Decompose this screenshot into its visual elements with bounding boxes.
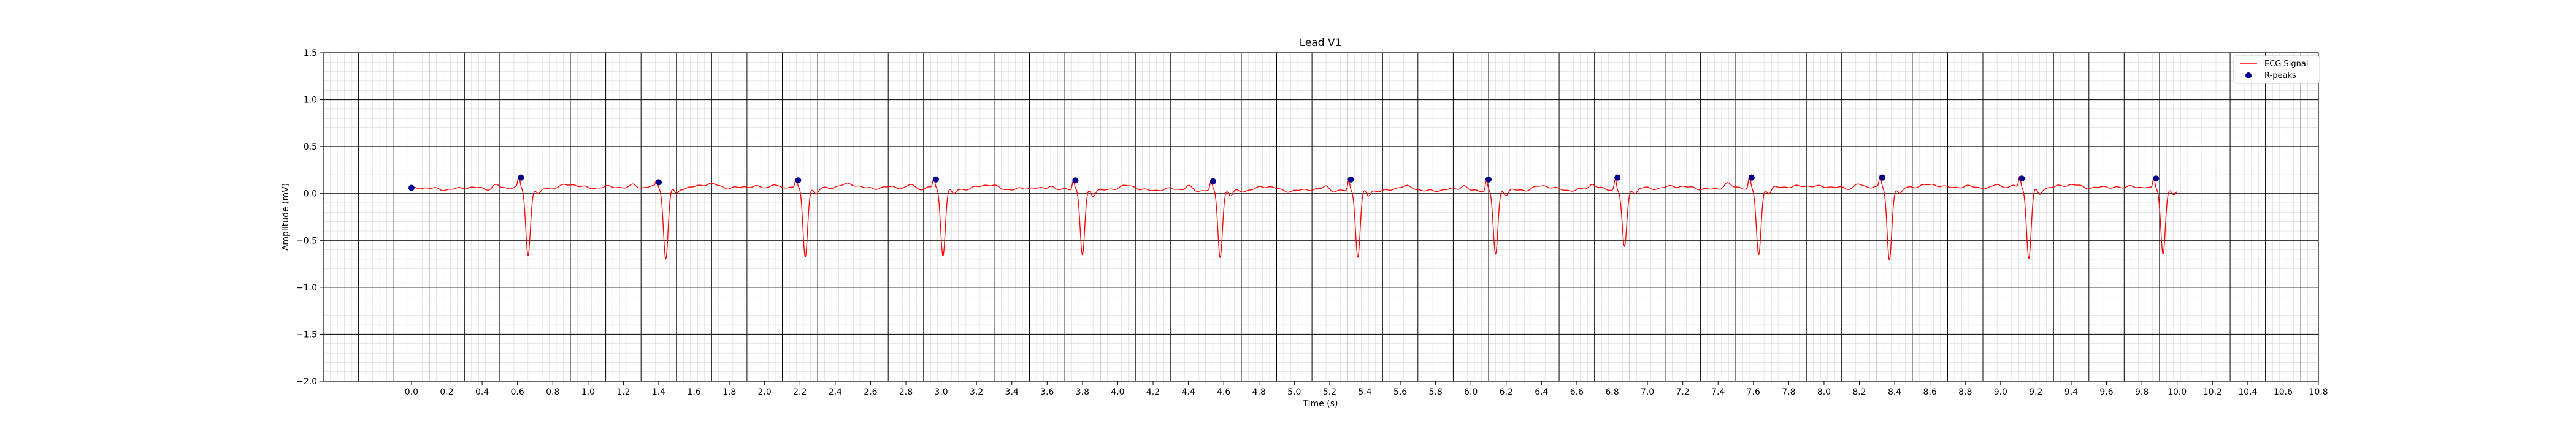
r-peak-marker (408, 184, 415, 191)
x-tick-label: 6.8 (1605, 387, 1619, 397)
r-peak-marker (1209, 178, 1216, 184)
y-tick-label: −1.0 (296, 283, 317, 293)
x-tick-label: 8.2 (1852, 387, 1866, 397)
x-tick-label: 4.0 (1111, 387, 1124, 397)
x-tick-label: 4.6 (1217, 387, 1230, 397)
r-peak-marker (1879, 174, 1885, 181)
y-tick-label: 0.0 (304, 189, 317, 199)
r-peak-marker (795, 177, 802, 184)
x-tick-label: 7.0 (1641, 387, 1654, 397)
r-peak-marker (2018, 175, 2025, 182)
x-tick-label: 0.2 (440, 387, 453, 397)
r-peak-marker (1614, 174, 1621, 181)
legend: ECG Signal R-peaks (2233, 55, 2320, 84)
x-tick-label: 10.4 (2238, 387, 2257, 397)
x-tick-label: 6.2 (1500, 387, 1513, 397)
x-tick-label: 0.4 (475, 387, 489, 397)
x-tick-label: 2.8 (899, 387, 913, 397)
x-tick-label: 10.0 (2168, 387, 2187, 397)
x-tick-label: 1.0 (581, 387, 595, 397)
y-tick-label: −2.0 (296, 377, 317, 387)
x-tick-label: 6.0 (1464, 387, 1478, 397)
y-tick-label: 1.0 (304, 96, 317, 105)
x-tick-label: 2.6 (864, 387, 877, 397)
r-peak-marker (2153, 175, 2160, 182)
x-tick-label: 5.2 (1323, 387, 1336, 397)
x-tick-label: 5.0 (1287, 387, 1301, 397)
x-tick-label: 9.8 (2135, 387, 2149, 397)
x-tick-label: 7.8 (1782, 387, 1795, 397)
r-peak-marker (1748, 174, 1755, 181)
x-axis-ticks: 0.0 0.2 0.4 0.6 0.8 1.0 1.2 1.4 1.6 1.8 2.0 2.2 2.4 2… (405, 381, 2328, 397)
r-peak-marker (1072, 177, 1079, 184)
legend-rpeaks-label: R-peaks (2264, 71, 2296, 80)
x-tick-label: 3.2 (970, 387, 983, 397)
x-tick-label: 0.6 (511, 387, 524, 397)
x-tick-label: 1.6 (687, 387, 700, 397)
y-axis-ticks: 1.5 1.0 0.5 0.0 −0.5 −1.0 −1.5 −2.0 (296, 48, 323, 387)
legend-ecg-label: ECG Signal (2264, 59, 2308, 69)
r-peak-marker (655, 179, 662, 186)
x-tick-label: 10.6 (2274, 387, 2293, 397)
r-peak-marker (932, 176, 939, 183)
x-tick-label: 4.4 (1181, 387, 1195, 397)
x-tick-label: 7.6 (1747, 387, 1760, 397)
x-tick-label: 1.2 (616, 387, 630, 397)
x-tick-label: 8.4 (1888, 387, 1901, 397)
x-tick-label: 9.6 (2099, 387, 2113, 397)
x-tick-label: 1.8 (723, 387, 736, 397)
x-tick-label: 7.2 (1676, 387, 1690, 397)
x-tick-label: 1.4 (652, 387, 665, 397)
legend-rpeaks-marker (2245, 72, 2252, 78)
x-tick-label: 8.8 (1958, 387, 1972, 397)
x-tick-label: 5.6 (1393, 387, 1407, 397)
y-axis-label: Amplitude (mV) (281, 183, 291, 251)
grid-major (323, 52, 2318, 382)
r-peak-marker (518, 174, 524, 181)
y-tick-label: 1.5 (304, 48, 317, 58)
x-tick-label: 2.2 (793, 387, 807, 397)
x-tick-label: 7.4 (1711, 387, 1725, 397)
series-ecg-signal (411, 175, 2177, 261)
x-tick-label: 3.6 (1040, 387, 1054, 397)
x-tick-label: 5.4 (1358, 387, 1371, 397)
x-tick-label: 5.8 (1428, 387, 1442, 397)
y-tick-label: −0.5 (296, 236, 317, 246)
x-tick-label: 6.6 (1570, 387, 1584, 397)
y-tick-label: −1.5 (296, 330, 317, 340)
x-tick-label: 2.0 (758, 387, 772, 397)
x-tick-label: 4.2 (1146, 387, 1160, 397)
plot-frame (323, 52, 2319, 382)
series-r-peaks (408, 174, 2160, 191)
x-tick-label: 0.8 (546, 387, 559, 397)
x-tick-label: 3.0 (934, 387, 948, 397)
x-tick-label: 8.0 (1817, 387, 1831, 397)
x-tick-label: 8.6 (1923, 387, 1937, 397)
x-tick-label: 6.4 (1535, 387, 1548, 397)
x-tick-label: 10.2 (2203, 387, 2222, 397)
y-tick-label: 0.5 (304, 142, 317, 152)
x-tick-label: 9.0 (1994, 387, 2007, 397)
minor-grid-lines (323, 52, 2318, 382)
ecg-signal-line (411, 175, 2177, 261)
major-grid-lines (323, 52, 2318, 382)
r-peak-marker (1347, 176, 1354, 183)
x-tick-label: 3.4 (1005, 387, 1019, 397)
x-tick-label: 3.8 (1076, 387, 1089, 397)
chart-title: Lead V1 (1300, 37, 1342, 49)
x-tick-label: 0.0 (405, 387, 418, 397)
x-tick-label: 9.4 (2064, 387, 2078, 397)
r-peak-marker (1485, 176, 1492, 183)
x-tick-label: 2.4 (829, 387, 842, 397)
grid-minor (323, 52, 2318, 382)
x-tick-label: 4.8 (1252, 387, 1266, 397)
x-tick-label: 9.2 (2029, 387, 2042, 397)
x-axis-label: Time (s) (1303, 399, 1338, 409)
x-tick-label: 10.8 (2309, 387, 2328, 397)
